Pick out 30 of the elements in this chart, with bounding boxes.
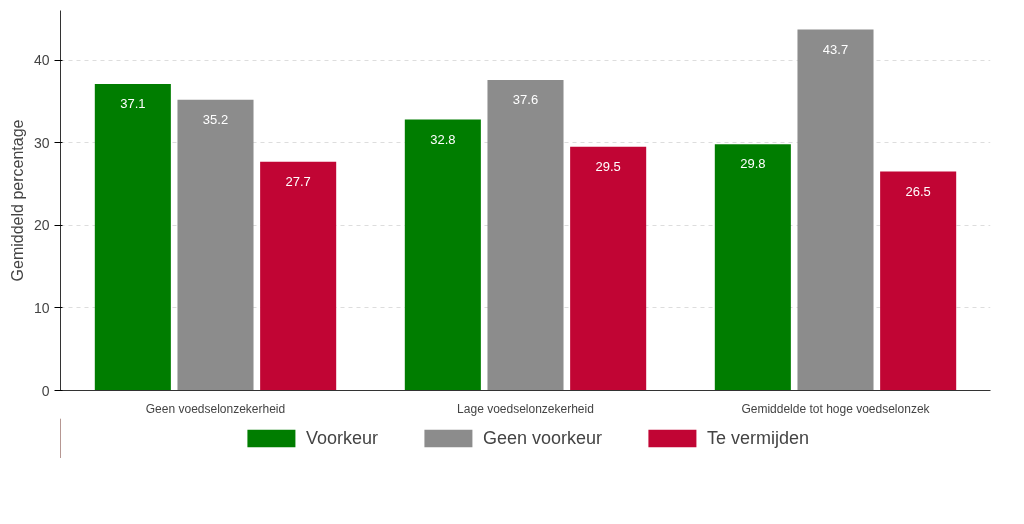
- y-tick-label: 0: [41, 382, 50, 399]
- x-tick-label: Gemiddelde tot hoge voedselonzek: [741, 401, 931, 416]
- data-label: 43.7: [822, 41, 849, 57]
- bar: [487, 79, 564, 391]
- data-label: 29.5: [595, 158, 621, 174]
- legend-label: Te vermijden: [707, 427, 810, 449]
- bar: [714, 144, 791, 391]
- data-label: 26.5: [905, 183, 931, 199]
- bar: [797, 29, 874, 391]
- x-tick-label: Geen voedselonzekerheid: [145, 401, 286, 416]
- data-label: 27.7: [285, 173, 311, 189]
- bar: [94, 84, 171, 391]
- x-tick-label: Lage voedselonzekerheid: [457, 401, 594, 416]
- data-label: 37.1: [120, 96, 146, 112]
- data-label: 29.8: [740, 156, 766, 172]
- y-tick-label: 40: [33, 52, 50, 69]
- data-label: 35.2: [202, 111, 229, 127]
- bar: [260, 161, 337, 391]
- data-label: 37.6: [512, 91, 539, 107]
- y-tick-label: 10: [33, 299, 50, 316]
- bar: [570, 146, 647, 391]
- bar: [177, 99, 254, 391]
- bar: [880, 171, 957, 391]
- y-tick-label: 30: [33, 134, 50, 151]
- bar: [404, 119, 481, 391]
- legend-label: Voorkeur: [305, 427, 378, 449]
- y-tick-label: 20: [33, 217, 50, 234]
- legend-label: Geen voorkeur: [482, 427, 603, 449]
- data-label: 32.8: [430, 131, 456, 147]
- y-axis-title: Gemiddeld percentage: [8, 119, 26, 282]
